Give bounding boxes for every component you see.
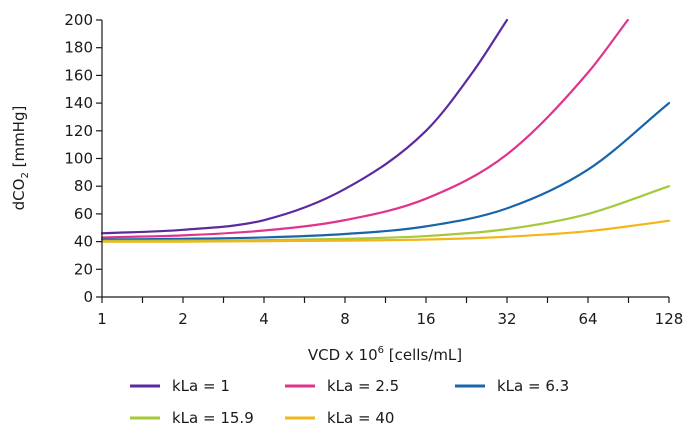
legend-label-2: kLa = 2.5	[327, 377, 399, 395]
legend-label-4: kLa = 15.9	[172, 409, 254, 427]
x-ticks: 1 2 4 8 16 32 64 128	[97, 297, 683, 328]
y-ticks: 0 20 40 60 80 100 120 140 160 180 200	[64, 11, 102, 306]
x-axis-title: VCD x 106 [cells/mL]	[308, 345, 462, 364]
y-tick-label-80: 80	[74, 177, 93, 195]
y-tick-label-40: 40	[74, 233, 93, 251]
y-tick-label-200: 200	[64, 11, 93, 29]
x-axis-title-superscript: 6	[378, 345, 384, 356]
x-axis-title-suffix: [cells/mL]	[384, 346, 462, 364]
y-tick-label-120: 120	[64, 122, 93, 140]
x-tick-label-4: 4	[259, 310, 269, 328]
y-tick-label-20: 20	[74, 260, 93, 278]
y-tick-label-160: 160	[64, 66, 93, 84]
y-axis-title-suffix: [mmHg]	[10, 106, 28, 173]
legend-item-1: kLa = 1	[130, 377, 230, 395]
x-tick-label-32: 32	[497, 310, 516, 328]
series-line-2	[100, 18, 629, 239]
y-tick-label-140: 140	[64, 94, 93, 112]
series-line-1	[100, 18, 509, 235]
y-tick-label-180: 180	[64, 39, 93, 57]
y-tick-label-0: 0	[83, 288, 93, 306]
legend-label-5: kLa = 40	[327, 409, 394, 427]
x-tick-label-128: 128	[655, 310, 684, 328]
y-axis-title-prefix: dCO	[10, 179, 28, 211]
plot-lines	[100, 18, 671, 243]
legend-item-5: kLa = 40	[285, 409, 394, 427]
legend-item-3: kLa = 6.3	[455, 377, 569, 395]
x-tick-label-1: 1	[97, 310, 107, 328]
series-line-3	[100, 102, 671, 241]
x-tick-label-16: 16	[416, 310, 435, 328]
x-tick-label-2: 2	[178, 310, 188, 328]
series-line-5	[100, 219, 671, 243]
y-axis-title: dCO2 [mmHg]	[10, 106, 31, 211]
legend: kLa = 1 kLa = 2.5 kLa = 6.3 kLa = 15.9 kLa =…	[130, 377, 569, 427]
legend-label-3: kLa = 6.3	[497, 377, 569, 395]
x-tick-label-8: 8	[340, 310, 350, 328]
axes	[101, 20, 669, 298]
legend-item-4: kLa = 15.9	[130, 409, 254, 427]
legend-label-1: kLa = 1	[172, 377, 230, 395]
series-line-4	[100, 185, 671, 243]
x-axis-title-prefix: VCD x 10	[308, 346, 378, 364]
y-tick-label-100: 100	[64, 150, 93, 168]
y-axis-title-subscript: 2	[20, 172, 31, 178]
y-tick-label-60: 60	[74, 205, 93, 223]
legend-item-2: kLa = 2.5	[285, 377, 399, 395]
x-tick-label-64: 64	[578, 310, 597, 328]
